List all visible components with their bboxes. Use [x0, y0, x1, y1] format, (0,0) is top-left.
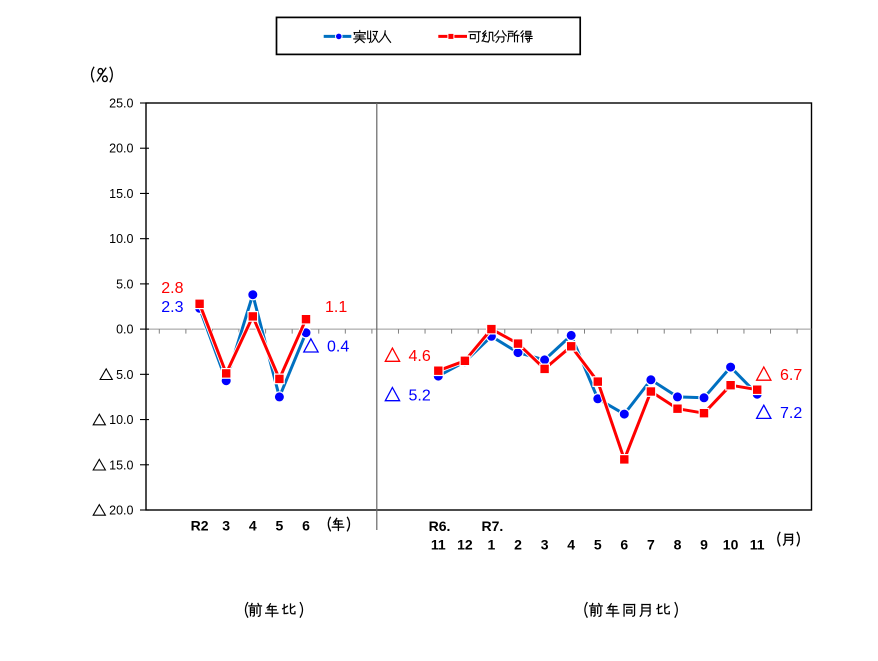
svg-text:5.0: 5.0	[116, 368, 133, 382]
svg-text:9: 9	[700, 537, 708, 553]
svg-text:4: 4	[249, 518, 257, 534]
svg-text:12: 12	[457, 537, 473, 553]
svg-text:10.0: 10.0	[109, 232, 133, 246]
svg-text:15.0: 15.0	[109, 187, 133, 201]
svg-text:0.0: 0.0	[116, 323, 133, 337]
svg-text:3: 3	[222, 518, 230, 534]
svg-text:5.2: 5.2	[409, 387, 431, 404]
svg-text:5: 5	[276, 518, 284, 534]
svg-text:6: 6	[620, 537, 628, 553]
svg-text:11: 11	[750, 537, 765, 553]
svg-text:25.0: 25.0	[109, 97, 133, 111]
svg-text:1.1: 1.1	[325, 299, 347, 316]
svg-text:4: 4	[567, 537, 575, 553]
svg-text:1: 1	[488, 537, 496, 553]
svg-text:8: 8	[674, 537, 682, 553]
svg-text:6: 6	[302, 518, 310, 534]
svg-text:5: 5	[594, 537, 602, 553]
svg-text:2.3: 2.3	[161, 299, 183, 316]
svg-text:2: 2	[514, 537, 522, 553]
svg-text:2.8: 2.8	[161, 280, 183, 297]
svg-text:3: 3	[541, 537, 549, 553]
svg-text:11: 11	[431, 537, 446, 553]
svg-text:4.6: 4.6	[409, 348, 431, 365]
svg-text:20.0: 20.0	[109, 142, 133, 156]
svg-text:R7.: R7.	[482, 518, 504, 534]
svg-text:20.0: 20.0	[109, 504, 133, 518]
svg-text:R2: R2	[191, 518, 209, 534]
svg-text:10: 10	[723, 537, 739, 553]
svg-text:R6.: R6.	[429, 518, 451, 534]
svg-text:10.0: 10.0	[109, 413, 133, 427]
svg-text:0.4: 0.4	[327, 339, 349, 356]
svg-text:15.0: 15.0	[109, 458, 133, 472]
svg-text:5.0: 5.0	[116, 277, 133, 291]
svg-text:7: 7	[647, 537, 655, 553]
svg-text:6.7: 6.7	[780, 367, 802, 384]
svg-text:7.2: 7.2	[780, 405, 802, 422]
